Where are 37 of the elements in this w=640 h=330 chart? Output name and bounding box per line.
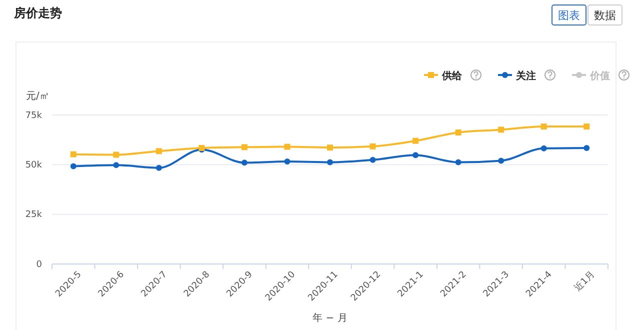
y-tick-label: 75k <box>25 110 43 121</box>
point <box>284 144 290 150</box>
point <box>113 162 120 168</box>
point <box>156 164 162 171</box>
y-tick-label: 0 <box>36 260 42 270</box>
point <box>370 156 376 163</box>
point <box>412 138 419 144</box>
legend-label: 供给 <box>441 70 463 82</box>
y-axis-title: 元/㎡ <box>26 91 50 102</box>
point <box>412 152 419 158</box>
x-axis-title: 年 − 月 <box>312 312 348 324</box>
point <box>455 159 462 166</box>
point <box>284 158 290 164</box>
y-tick-label: 50k <box>25 160 43 171</box>
point <box>156 148 162 154</box>
point <box>327 159 333 166</box>
point <box>241 160 248 166</box>
point <box>327 144 333 151</box>
point <box>70 151 76 158</box>
point <box>584 144 590 151</box>
point <box>584 124 590 130</box>
point <box>540 145 547 152</box>
point <box>498 126 504 133</box>
point <box>540 124 547 130</box>
point <box>455 129 462 136</box>
chart-title: 房价走势 <box>13 6 62 20</box>
text: 数据 <box>594 9 616 22</box>
point <box>241 144 248 150</box>
legend-label: 关注 <box>515 70 536 82</box>
legend-label: 价值 <box>589 70 610 82</box>
text: 图表 <box>558 9 580 22</box>
point <box>498 158 504 164</box>
point <box>113 152 120 158</box>
x-tick-label: 近1月 <box>572 269 597 294</box>
point <box>70 163 76 170</box>
point <box>370 143 376 150</box>
y-tick-label: 25k <box>25 210 43 220</box>
